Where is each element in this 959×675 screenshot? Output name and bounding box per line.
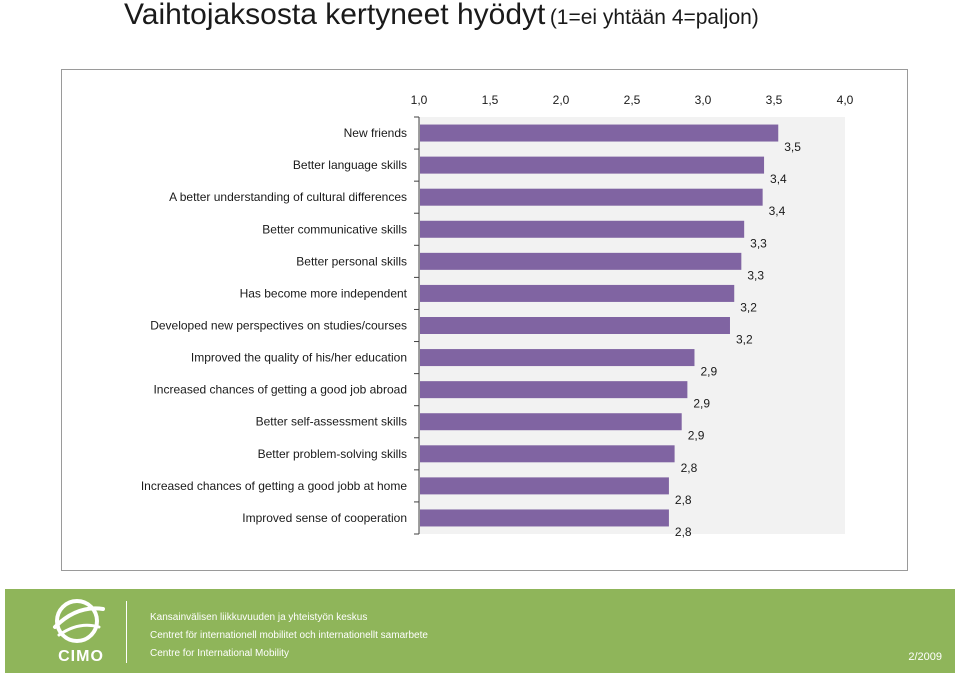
bar-chart: 1,0 1,5 2,0 2,5 3,0 3,5 4,0 New friends 3,5 Bette… — [141, 93, 854, 539]
value-label: 2,9 — [688, 429, 705, 443]
bar — [420, 509, 669, 527]
org-name-fi: Kansainvälisen liikkuvuuden ja yhteistyö… — [150, 612, 368, 623]
value-label: 2,8 — [675, 525, 692, 539]
category-label: Developed new perspectives on studies/co… — [150, 319, 407, 333]
footer-divider — [126, 601, 127, 663]
x-tick-label: 2,5 — [624, 93, 641, 107]
category-label: Improved the quality of his/her educatio… — [191, 351, 407, 365]
value-label: 2,9 — [700, 365, 717, 379]
title-main: Vaihtojaksosta kertyneet hyödyt — [124, 0, 546, 31]
x-tick-label: 4,0 — [837, 93, 854, 107]
value-label: 3,4 — [769, 204, 786, 218]
cimo-logo: CIMO — [49, 597, 109, 667]
category-label: Has become more independent — [240, 286, 408, 300]
page-number: 2/2009 — [908, 651, 942, 663]
value-label: 3,4 — [770, 172, 787, 186]
category-label: Better personal skills — [296, 254, 407, 268]
slide-title: Vaihtojaksosta kertyneet hyödyt (1=ei yh… — [124, 0, 759, 32]
cimo-swirl-icon — [53, 599, 105, 643]
logo-text: CIMO — [58, 648, 104, 665]
category-label: Increased chances of getting a good job … — [153, 383, 407, 397]
bar — [420, 284, 735, 302]
bar — [420, 220, 745, 238]
value-label: 2,8 — [675, 493, 692, 507]
value-label: 2,9 — [693, 397, 710, 411]
category-label: Increased chances of getting a good jobb… — [141, 479, 408, 493]
value-label: 2,8 — [681, 461, 698, 475]
category-label: Better self-assessment skills — [256, 415, 407, 429]
category-label: New friends — [344, 126, 407, 140]
bar — [420, 413, 682, 431]
org-names: Kansainvälisen liikkuvuuden ja yhteistyö… — [150, 609, 428, 663]
category-label: A better understanding of cultural diffe… — [169, 190, 407, 204]
bar — [420, 188, 763, 206]
category-label: Better communicative skills — [262, 222, 407, 236]
x-tick-label: 1,5 — [482, 93, 499, 107]
category-label: Better language skills — [293, 158, 407, 172]
footer-banner: CIMO Kansainvälisen liikkuvuuden ja yhte… — [5, 589, 955, 673]
x-tick-label: 2,0 — [553, 93, 570, 107]
x-tick-label: 3,5 — [766, 93, 783, 107]
bar — [420, 124, 779, 142]
category-label: Improved sense of cooperation — [242, 511, 407, 525]
bar — [420, 349, 695, 367]
value-label: 3,2 — [740, 300, 757, 314]
x-tick-label: 3,0 — [695, 93, 712, 107]
value-label: 3,3 — [750, 236, 767, 250]
org-name-sv: Centret för internationell mobilitet och… — [150, 630, 428, 641]
bar — [420, 317, 730, 334]
bar — [420, 477, 669, 495]
title-scale: (1=ei yhtään 4=paljon) — [549, 6, 759, 29]
category-label: Better problem-solving skills — [258, 447, 407, 461]
bar — [420, 252, 742, 270]
x-tick-label: 1,0 — [411, 93, 428, 107]
value-label: 3,2 — [736, 333, 753, 347]
value-label: 3,3 — [747, 268, 764, 282]
bar — [420, 156, 765, 174]
value-label: 3,5 — [784, 140, 801, 154]
bar — [420, 445, 675, 463]
chart-frame: 1,0 1,5 2,0 2,5 3,0 3,5 4,0 New friends 3,5 Bette… — [61, 69, 908, 571]
org-name-en: Centre for International Mobility — [150, 648, 289, 659]
bar — [420, 381, 688, 399]
